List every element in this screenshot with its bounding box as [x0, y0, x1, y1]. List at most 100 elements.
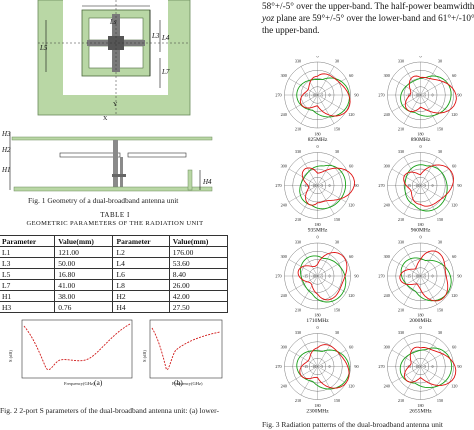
polar-db-label: -10	[311, 94, 316, 98]
copol-trace	[399, 250, 449, 302]
polar-angle-label: 330	[398, 240, 404, 245]
polar-angle-label: 90	[457, 183, 461, 188]
polar-angle-label: 120	[348, 293, 354, 298]
polar-grid-spoke	[288, 259, 318, 277]
polar-angle-label: 150	[437, 217, 443, 222]
polar-angle-label: 180	[417, 313, 423, 318]
polar-grid-spoke	[300, 247, 318, 277]
polar-angle-label: 0	[316, 325, 318, 330]
table-header-row: Parameter Value(mm) Parameter Value(mm)	[0, 235, 229, 247]
polar-grid-spoke	[391, 259, 421, 277]
polar-angle-label: 0	[316, 235, 318, 240]
polar-grid-spoke	[391, 94, 421, 112]
polar-grid-spoke	[420, 94, 450, 112]
polar-grid-spoke	[317, 349, 347, 367]
table-cell: L1	[0, 246, 56, 258]
polar-angle-label: 270	[275, 93, 281, 98]
polar-angle-label: 120	[451, 112, 457, 117]
svg-text:H1: H1	[1, 166, 11, 174]
polar-grid-spoke	[317, 66, 335, 96]
polar-angle-label: 30	[438, 330, 442, 335]
polar-db-label: -10	[414, 184, 419, 188]
polar-angle-label: 90	[457, 274, 461, 279]
svg-text:H3: H3	[1, 130, 11, 138]
svg-text:H4: H4	[202, 178, 212, 186]
table-cell: L2	[112, 246, 170, 258]
svg-text:H2: H2	[1, 146, 11, 154]
polar-angle-label: 30	[335, 330, 339, 335]
italic-term: yoz	[262, 13, 275, 23]
polar-db-label: -5	[320, 184, 323, 188]
polar-angle-label: 150	[334, 398, 340, 403]
xpol-trace	[296, 349, 350, 390]
polar-db-label: -15	[406, 94, 411, 98]
polar-angle-label: 180	[314, 403, 320, 408]
frequency-label: 960MHz	[411, 228, 431, 234]
polar-angle-label: 150	[334, 217, 340, 222]
polar-grid-spoke	[317, 366, 335, 396]
polar-angle-label: 180	[417, 132, 423, 137]
table-cell: 8.40	[168, 268, 229, 280]
polar-grid-spoke	[420, 275, 438, 305]
table-cell: L3	[0, 257, 56, 269]
polar-grid-spoke	[403, 275, 421, 305]
table-header: Value(mm)	[54, 235, 114, 247]
polar-grid-spoke	[300, 185, 318, 215]
polar-angle-label: 210	[398, 398, 404, 403]
polar-db-label: -5	[320, 275, 323, 279]
copol-trace	[403, 346, 457, 386]
polar-plot: 0 30 60 90 120 150 180 210 240 270 300 330 -15 -10 -5 0…	[378, 56, 461, 143]
polar-grid-spoke	[420, 247, 438, 277]
polar-db-label: -10	[414, 365, 419, 369]
polar-angle-label: 60	[349, 254, 353, 259]
polar-grid-spoke	[420, 94, 438, 124]
polar-angle-label: 0	[419, 325, 421, 330]
polar-angle-label: 240	[281, 384, 287, 389]
polar-db-label: -10	[414, 94, 419, 98]
polar-grid-spoke	[403, 94, 421, 124]
polar-angle-label: 180	[314, 132, 320, 137]
polar-db-label: 0	[432, 275, 434, 279]
svg-text:Y: Y	[113, 102, 118, 108]
table-cell: H1	[0, 290, 56, 302]
polar-grid-spoke	[317, 337, 335, 367]
polar-angle-label: 210	[295, 398, 301, 403]
frequency-label: 825MHz	[308, 137, 328, 143]
polar-angle-label: 30	[438, 149, 442, 154]
polar-angle-label: 60	[349, 164, 353, 169]
polar-angle-label: 240	[281, 203, 287, 208]
polar-plot: 0 30 60 90 120 150 180 210 240 270 300 330 -15 -10 -5 0…	[378, 235, 461, 325]
table-cell: 26.00	[168, 279, 229, 291]
table-cell: 27.50	[168, 301, 229, 313]
xpol-trace	[299, 255, 347, 303]
polar-grid-spoke	[317, 185, 347, 203]
polar-angle-label: 300	[384, 164, 390, 169]
svg-text:X: X	[103, 116, 108, 122]
polar-db-label: -10	[311, 365, 316, 369]
polar-angle-label: 30	[438, 59, 442, 64]
polar-grid-spoke	[288, 366, 318, 384]
polar-angle-label: 90	[354, 274, 358, 279]
polar-angle-label: 120	[348, 203, 354, 208]
polar-angle-label: 90	[457, 364, 461, 369]
s-plot-a: S (dB) Frequency(GHz)	[8, 319, 133, 386]
polar-grid-spoke	[317, 275, 335, 305]
polar-grid-spoke	[300, 337, 318, 367]
polar-grid-spoke	[391, 366, 421, 384]
polar-grid-spoke	[403, 185, 421, 215]
polar-angle-label: 330	[295, 240, 301, 245]
polar-angle-label: 300	[384, 254, 390, 259]
text-span: plane are 59°+/-5° over the lower-band a…	[274, 13, 474, 23]
polar-plot: 0 30 60 90 120 150 180 210 240 270 300 330 -15 -10 -5 0…	[275, 144, 358, 234]
svg-text:L5: L5	[39, 44, 48, 52]
polar-grid-spoke	[288, 78, 318, 96]
polar-db-label: -15	[303, 94, 308, 98]
copol-trace	[403, 164, 454, 207]
text-line: yoz plane are 59°+/-5° over the lower-ba…	[262, 12, 474, 24]
polar-grid-spoke	[391, 185, 421, 203]
polar-angle-label: 330	[398, 330, 404, 335]
polar-angle-label: 180	[417, 403, 423, 408]
polar-angle-label: 300	[384, 345, 390, 350]
s-plot-b: S (dB) Frequency(GHz)	[142, 319, 223, 386]
polar-grid-spoke	[403, 247, 421, 277]
